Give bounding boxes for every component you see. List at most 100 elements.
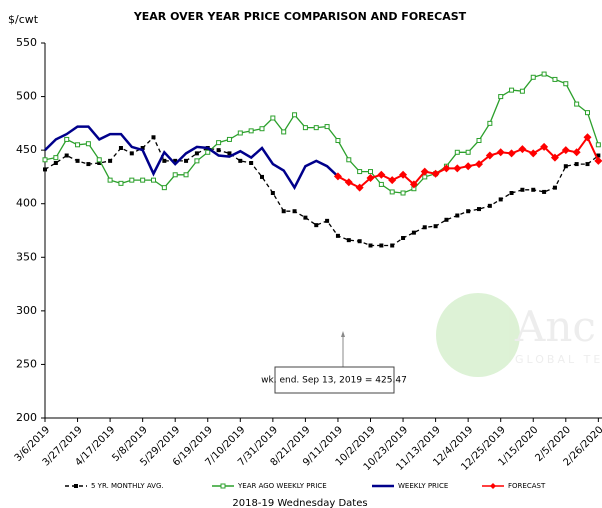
marker xyxy=(216,140,222,146)
marker xyxy=(194,158,200,164)
marker xyxy=(583,133,592,142)
marker xyxy=(378,181,384,187)
legend-item: WEEKLY PRICE xyxy=(372,482,448,490)
marker xyxy=(475,160,483,169)
legend-item: 5 YR. MONTHLY AVG. xyxy=(65,482,164,490)
marker xyxy=(518,145,527,154)
marker xyxy=(64,136,70,142)
marker xyxy=(107,177,113,183)
series-line xyxy=(44,125,339,191)
legend-marker xyxy=(220,483,226,489)
marker xyxy=(519,88,525,94)
legend-label: FORECAST xyxy=(508,482,546,490)
marker xyxy=(366,174,375,182)
marker xyxy=(344,178,353,187)
marker xyxy=(379,243,384,248)
marker xyxy=(357,239,362,244)
marker xyxy=(140,177,146,183)
marker xyxy=(531,187,536,192)
marker xyxy=(455,213,460,218)
legend-item: FORECAST xyxy=(482,482,546,490)
marker xyxy=(411,230,416,235)
marker xyxy=(260,174,264,179)
annotation-box xyxy=(274,366,395,394)
marker xyxy=(53,155,59,161)
watermark-text: Anc xyxy=(514,302,596,351)
marker xyxy=(161,185,167,191)
marker xyxy=(43,167,47,172)
marker xyxy=(85,141,91,147)
marker xyxy=(346,238,351,243)
marker xyxy=(444,217,449,222)
marker xyxy=(574,101,580,107)
marker xyxy=(205,149,211,155)
marker xyxy=(399,170,408,179)
marker xyxy=(509,191,514,195)
marker xyxy=(75,158,80,163)
marker xyxy=(129,177,135,183)
marker xyxy=(550,153,559,162)
marker xyxy=(464,162,473,171)
marker xyxy=(270,115,276,121)
marker xyxy=(64,153,69,158)
marker xyxy=(433,224,438,229)
marker xyxy=(476,138,482,143)
marker xyxy=(388,176,397,185)
marker xyxy=(292,209,297,214)
marker xyxy=(431,169,440,178)
marker xyxy=(249,161,254,165)
marker xyxy=(420,167,429,176)
marker xyxy=(129,151,134,156)
marker xyxy=(333,172,342,181)
marker xyxy=(585,110,590,116)
series-line xyxy=(44,136,599,247)
marker xyxy=(151,177,156,183)
marker xyxy=(377,170,386,179)
marker xyxy=(86,162,91,167)
marker xyxy=(75,142,81,148)
marker xyxy=(563,164,568,169)
marker xyxy=(108,158,113,163)
marker xyxy=(542,189,547,194)
marker xyxy=(227,151,232,156)
marker xyxy=(355,183,364,192)
marker xyxy=(42,157,48,163)
marker xyxy=(270,191,275,195)
marker xyxy=(594,156,602,165)
marker xyxy=(401,236,406,240)
marker xyxy=(561,146,570,155)
marker xyxy=(151,135,156,140)
marker xyxy=(389,189,395,195)
marker xyxy=(118,180,124,186)
marker xyxy=(237,130,243,136)
marker xyxy=(140,146,145,150)
marker xyxy=(259,126,265,132)
marker xyxy=(563,81,569,87)
marker xyxy=(509,87,515,93)
marker xyxy=(507,149,516,158)
marker xyxy=(498,197,503,202)
annotation-arrowhead xyxy=(341,331,345,337)
marker xyxy=(530,74,536,80)
marker xyxy=(409,180,418,189)
marker xyxy=(173,158,178,163)
y-tick-label: 250 xyxy=(16,357,37,370)
chart-title: YEAR OVER YEAR PRICE COMPARISON AND FORE… xyxy=(133,10,467,23)
marker xyxy=(53,161,58,165)
marker xyxy=(216,148,221,153)
marker xyxy=(96,157,102,163)
marker xyxy=(314,223,319,228)
marker xyxy=(529,149,538,158)
marker xyxy=(324,124,330,130)
y-axis-label: $/cwt xyxy=(8,13,39,26)
series-line xyxy=(44,73,600,194)
marker xyxy=(183,172,189,178)
marker xyxy=(487,203,492,208)
marker xyxy=(313,125,319,131)
marker xyxy=(552,76,558,82)
marker xyxy=(485,151,494,160)
marker xyxy=(238,158,243,163)
marker xyxy=(162,158,167,163)
marker xyxy=(97,161,102,165)
marker xyxy=(390,243,395,248)
